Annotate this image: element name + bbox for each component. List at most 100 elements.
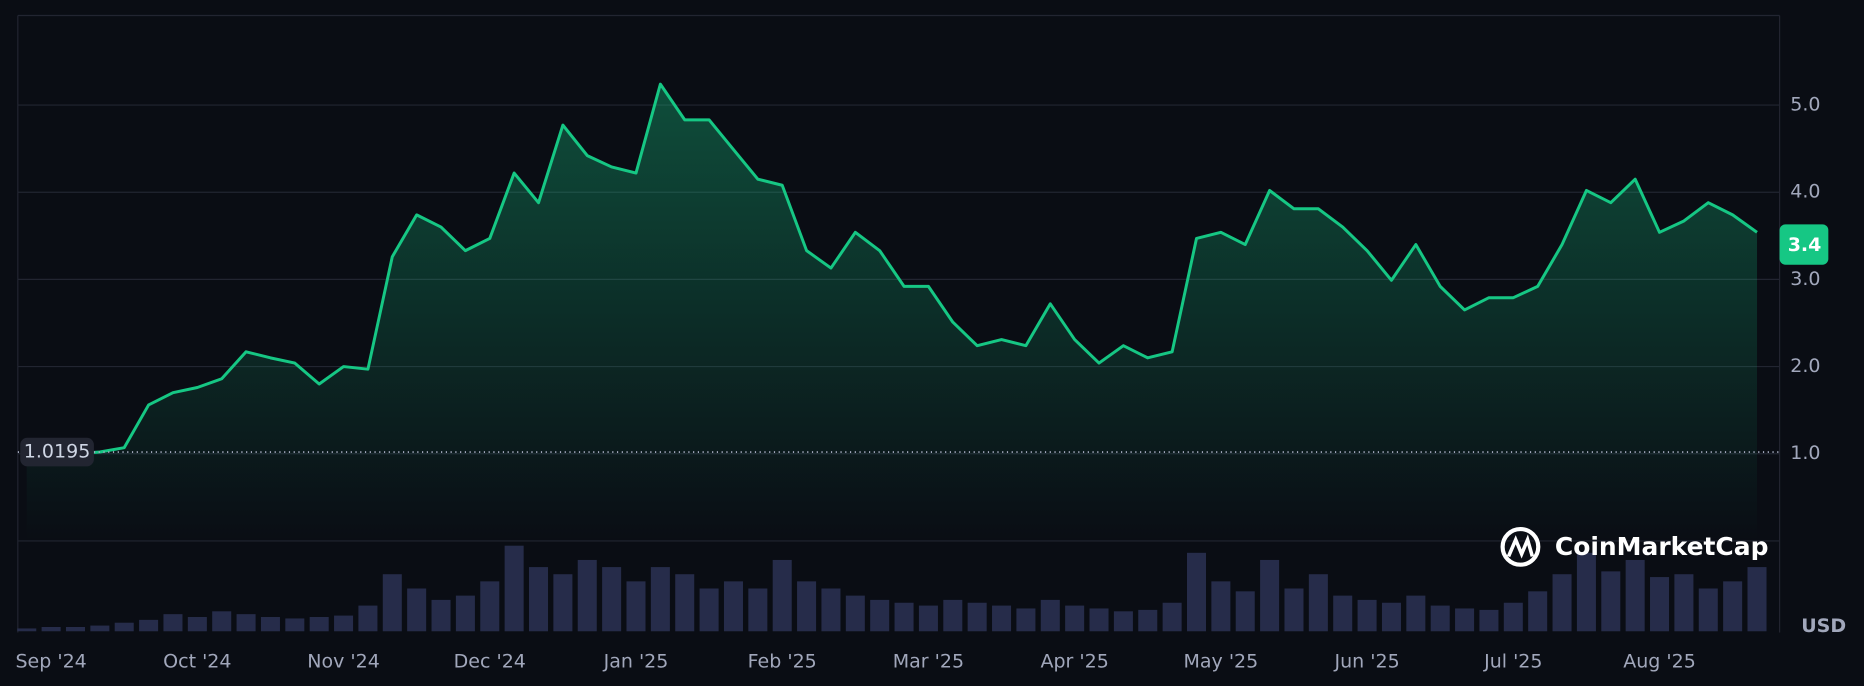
current-price-label: 3.4 bbox=[1788, 234, 1822, 256]
currency-label: USD bbox=[1801, 615, 1846, 637]
volume-bar bbox=[577, 559, 597, 632]
volume-bar bbox=[1284, 588, 1304, 632]
volume-bar bbox=[894, 602, 914, 632]
volume-bar bbox=[504, 545, 524, 632]
volume-bar bbox=[334, 615, 354, 632]
volume-bar bbox=[1357, 599, 1377, 632]
volume-bar bbox=[529, 567, 549, 632]
volume-bar bbox=[1698, 588, 1718, 632]
volume-bar bbox=[699, 588, 719, 632]
x-tick-label: Apr '25 bbox=[1040, 651, 1108, 673]
volume-bar bbox=[1040, 599, 1060, 632]
volume-bar bbox=[1113, 611, 1133, 632]
volume-bar bbox=[1601, 571, 1621, 632]
volume-bar bbox=[1065, 605, 1085, 632]
x-tick-label: Dec '24 bbox=[454, 651, 526, 673]
volume-bar bbox=[1430, 605, 1450, 632]
volume-bar bbox=[65, 626, 85, 632]
current-price-badge bbox=[1779, 224, 1829, 265]
volume-bar bbox=[139, 619, 159, 632]
x-tick-label: Mar '25 bbox=[893, 651, 964, 673]
volume-bar bbox=[1455, 608, 1475, 632]
volume-bar bbox=[723, 581, 743, 632]
y-tick-label: 1.0 bbox=[1790, 442, 1820, 464]
volume-bar bbox=[1235, 591, 1255, 632]
volume-bar bbox=[626, 581, 646, 632]
volume-bar bbox=[1211, 581, 1231, 632]
y-tick-label: 4.0 bbox=[1790, 181, 1820, 203]
volume-bar bbox=[1576, 552, 1596, 632]
volume-bar bbox=[1528, 591, 1548, 632]
logo-icon bbox=[1500, 526, 1541, 567]
x-tick-label: Aug '25 bbox=[1623, 651, 1696, 673]
volume-bar bbox=[431, 599, 451, 632]
logo-glyph bbox=[1506, 534, 1535, 559]
volume-bar bbox=[163, 614, 183, 632]
volume-bar bbox=[41, 626, 61, 632]
volume-bar bbox=[1503, 602, 1523, 632]
reference-badge bbox=[20, 437, 94, 467]
volume-bar bbox=[1162, 602, 1182, 632]
x-tick-label: Nov '24 bbox=[307, 651, 380, 673]
x-tick-label: Jun '25 bbox=[1333, 651, 1399, 673]
volume-bar bbox=[455, 595, 475, 632]
x-tick-label: May '25 bbox=[1183, 651, 1258, 673]
volume-layer bbox=[17, 545, 1767, 632]
volume-bar bbox=[1747, 567, 1767, 632]
volume-bar bbox=[650, 567, 670, 632]
volume-bar bbox=[1406, 595, 1426, 632]
volume-bar bbox=[797, 581, 817, 632]
price-area bbox=[26, 84, 1758, 541]
volume-bar bbox=[675, 574, 695, 632]
volume-bar bbox=[1333, 595, 1353, 632]
volume-bar bbox=[553, 574, 573, 632]
volume-bar bbox=[772, 559, 792, 632]
y-tick-label: 2.0 bbox=[1790, 355, 1820, 377]
volume-bar bbox=[1625, 559, 1645, 632]
volume-bar bbox=[918, 605, 938, 632]
volume-bar bbox=[382, 574, 402, 632]
volume-bar bbox=[236, 614, 256, 632]
volume-bar bbox=[1723, 581, 1743, 632]
brand-logo: CoinMarketCap bbox=[1500, 526, 1769, 567]
volume-bar bbox=[1381, 602, 1401, 632]
price-line bbox=[26, 82, 1758, 456]
reference-label: 1.0195 bbox=[24, 441, 91, 463]
x-tick-label: Feb '25 bbox=[748, 651, 817, 673]
volume-bar bbox=[480, 581, 500, 632]
x-tick-label: Sep '24 bbox=[15, 651, 86, 673]
volume-bar bbox=[602, 567, 622, 632]
volume-bar bbox=[1308, 574, 1328, 632]
volume-bar bbox=[114, 622, 134, 632]
volume-bar bbox=[17, 628, 37, 632]
volume-bar bbox=[407, 588, 427, 632]
x-tick-label: Jan '25 bbox=[603, 651, 669, 673]
volume-bar bbox=[1650, 577, 1670, 632]
brand-name: CoinMarketCap bbox=[1555, 532, 1769, 561]
volume-bar bbox=[1479, 609, 1499, 632]
x-tick-label: Oct '24 bbox=[163, 651, 231, 673]
volume-bar bbox=[260, 617, 280, 632]
volume-bar bbox=[1186, 552, 1207, 632]
volume-bar bbox=[358, 605, 378, 632]
x-tick-label: Jul '25 bbox=[1483, 651, 1542, 673]
price-layer: 1.0 2.0 3.0 4.0 5.0 bbox=[17, 82, 1821, 541]
volume-bar bbox=[1016, 608, 1036, 632]
volume-bar bbox=[1138, 609, 1158, 632]
volume-bar bbox=[845, 595, 865, 632]
volume-bar bbox=[1552, 574, 1572, 632]
volume-bar bbox=[309, 617, 329, 632]
volume-bar bbox=[967, 602, 987, 632]
volume-bar bbox=[992, 605, 1012, 632]
volume-bar bbox=[285, 618, 305, 632]
volume-bar bbox=[1674, 574, 1694, 632]
volume-bar bbox=[212, 611, 232, 632]
volume-bar bbox=[1089, 608, 1109, 632]
volume-bar bbox=[90, 625, 110, 632]
volume-bar bbox=[748, 588, 768, 632]
volume-bar bbox=[821, 588, 841, 632]
y-tick-label: 5.0 bbox=[1790, 94, 1820, 116]
y-tick-label: 3.0 bbox=[1790, 268, 1820, 290]
